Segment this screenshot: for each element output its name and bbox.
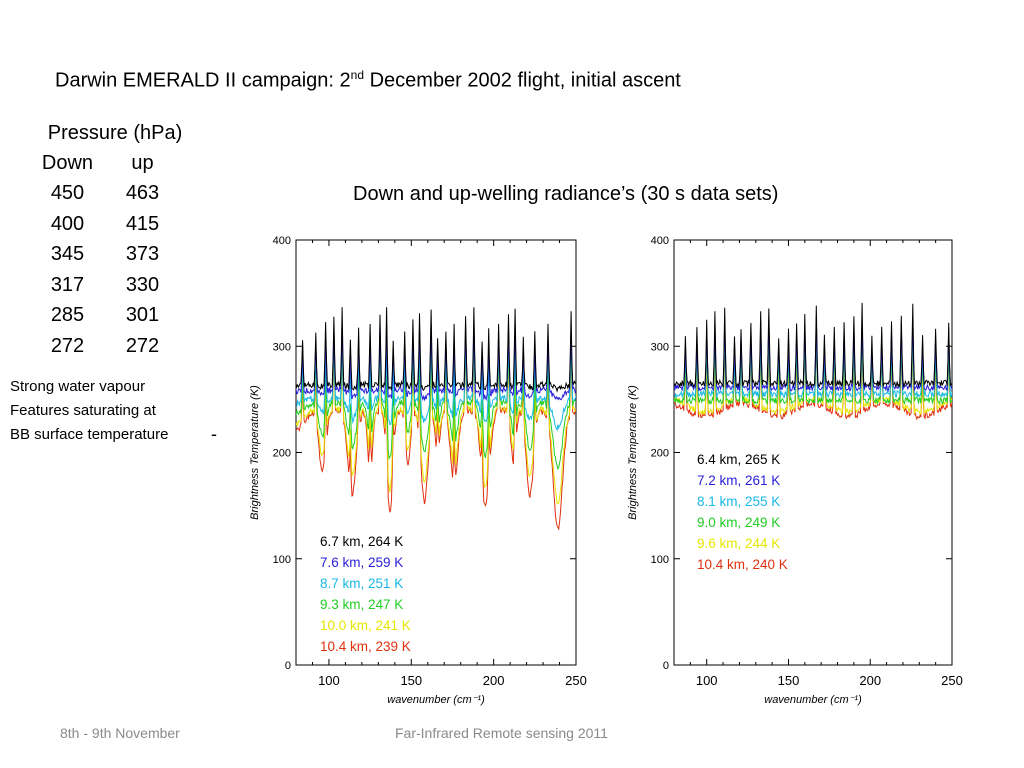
legend-entry: 8.1 km, 255 K bbox=[697, 494, 780, 509]
note-pointer-mark: - bbox=[211, 424, 217, 444]
pressure-row: 317 330 bbox=[30, 270, 200, 301]
legend-entry: 9.0 km, 249 K bbox=[697, 515, 780, 530]
down-value: 285 bbox=[50, 304, 85, 326]
chart-left: 0 100 200 300 400 100 150 200 250 wavenumber (cm⁻… bbox=[249, 235, 587, 706]
footer-date: 8th - 9th November bbox=[60, 725, 180, 741]
series-line bbox=[296, 307, 576, 393]
note-line: BB surface temperature bbox=[10, 426, 169, 443]
note-line: Strong water vapour bbox=[10, 378, 146, 395]
pressure-row: 345 373 bbox=[30, 239, 200, 270]
down-value: 450 bbox=[50, 182, 85, 204]
up-value: 272 bbox=[125, 334, 160, 357]
up-value: 330 bbox=[125, 273, 160, 296]
legend-entry: 6.4 km, 265 K bbox=[697, 452, 780, 467]
pressure-row: 400 415 bbox=[30, 209, 200, 240]
water-vapour-note: Strong water vapour Features saturating … bbox=[10, 375, 168, 447]
x-tick-label: 150 bbox=[400, 673, 422, 688]
x-axis-label: wavenumber (cm⁻¹) bbox=[387, 694, 485, 706]
col-down: Down bbox=[41, 152, 94, 174]
down-value: 400 bbox=[50, 212, 85, 235]
y-axis-label: Brightness Temperature (K) bbox=[249, 385, 261, 520]
x-tick-label: 200 bbox=[483, 673, 505, 688]
x-tick-label: 150 bbox=[778, 673, 800, 688]
legend-entry: 7.2 km, 261 K bbox=[697, 473, 780, 488]
up-value: 301 bbox=[125, 304, 160, 326]
legend-entry: 8.7 km, 251 K bbox=[320, 576, 403, 591]
x-tick-label: 250 bbox=[941, 673, 963, 688]
title-rest: December 2002 flight, initial ascent bbox=[364, 69, 681, 92]
series-line bbox=[674, 315, 952, 393]
y-tick-label: 200 bbox=[273, 448, 291, 460]
legend-entry: 7.6 km, 259 K bbox=[320, 555, 403, 570]
down-value: 272 bbox=[50, 334, 85, 357]
y-tick-label: 200 bbox=[651, 448, 669, 460]
chart-subtitle: Down and up-welling radiance’s (30 s dat… bbox=[353, 183, 779, 205]
y-tick-label: 0 bbox=[285, 660, 291, 672]
title-main: Darwin EMERALD II campaign: 2 bbox=[55, 69, 351, 92]
y-tick-label: 300 bbox=[651, 341, 669, 353]
x-axis-label: wavenumber (cm⁻¹) bbox=[764, 694, 862, 706]
pressure-row: 272 272 bbox=[30, 331, 200, 362]
series-line bbox=[674, 302, 952, 389]
x-tick-label: 100 bbox=[318, 673, 340, 688]
pressure-row: 450 463 bbox=[30, 178, 200, 209]
down-value: 345 bbox=[50, 243, 85, 265]
legend-entry: 10.4 km, 240 K bbox=[697, 557, 788, 572]
legend-entry: 9.3 km, 247 K bbox=[320, 597, 403, 612]
title-sup: nd bbox=[350, 68, 365, 82]
pressure-table: Pressure (hPa) Down up 450 463 400 415 345… bbox=[30, 118, 200, 361]
y-tick-label: 100 bbox=[651, 554, 669, 566]
col-up: up bbox=[131, 152, 154, 174]
up-value: 373 bbox=[125, 243, 160, 265]
series-line bbox=[674, 323, 952, 399]
down-value: 317 bbox=[50, 273, 85, 296]
up-value: 463 bbox=[125, 182, 160, 204]
pressure-column-headers: Down up bbox=[30, 148, 200, 178]
y-tick-label: 400 bbox=[651, 235, 669, 247]
slide-title: Darwin EMERALD II campaign: 2nd December… bbox=[55, 68, 681, 93]
series-line bbox=[674, 327, 952, 406]
legend-entry: 6.7 km, 264 K bbox=[320, 534, 403, 549]
x-tick-label: 200 bbox=[859, 673, 881, 688]
y-tick-label: 300 bbox=[273, 341, 291, 353]
x-tick-label: 250 bbox=[565, 673, 587, 688]
y-tick-label: 0 bbox=[663, 660, 669, 672]
chart-right: 0 100 200 300 400 100 150 200 250 wavenumber (cm⁻… bbox=[627, 235, 963, 706]
up-value: 415 bbox=[125, 212, 160, 235]
legend-entry: 10.0 km, 241 K bbox=[320, 618, 411, 633]
y-axis-label: Brightness Temperature (K) bbox=[627, 385, 639, 520]
pressure-header: Pressure (hPa) bbox=[47, 122, 183, 144]
x-tick-label: 100 bbox=[696, 673, 718, 688]
pressure-row: 285 301 bbox=[30, 300, 200, 331]
y-tick-label: 400 bbox=[273, 235, 291, 247]
legend-entry: 9.6 km, 244 K bbox=[697, 536, 780, 551]
note-line: Features saturating at bbox=[10, 402, 156, 419]
series-line bbox=[674, 329, 952, 416]
legend-entry: 10.4 km, 239 K bbox=[320, 639, 411, 654]
y-tick-label: 100 bbox=[273, 554, 291, 566]
footer-conference: Far-Infrared Remote sensing 2011 bbox=[395, 725, 608, 741]
